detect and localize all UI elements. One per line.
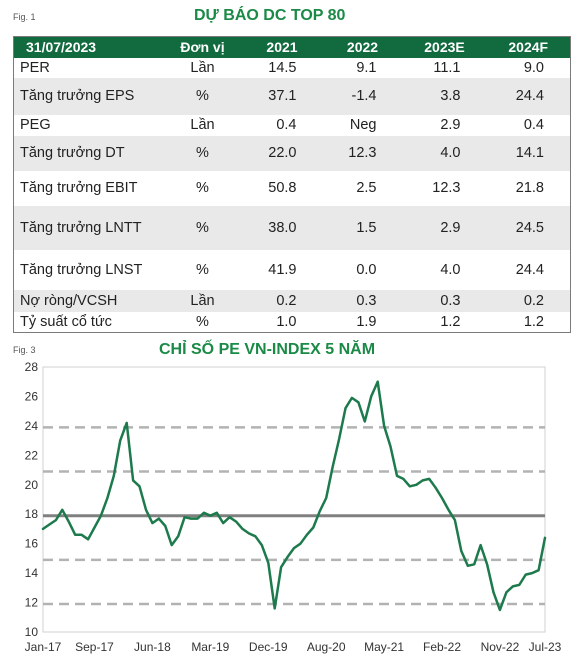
forecast-table: 31/07/2023 Đơn vị 2021 2022 2023E 2024F … [13, 36, 571, 333]
row-value: 1.0 [276, 313, 297, 330]
row-value: 24.4 [515, 261, 544, 278]
row-value: 22.0 [268, 145, 297, 161]
row-value: 38.0 [268, 219, 297, 236]
row-label: PEG [20, 117, 51, 133]
row-value: 41.9 [268, 261, 297, 278]
row-value: 37.1 [268, 88, 297, 104]
row-value: 1.2 [523, 313, 544, 330]
row-value: 2.9 [440, 117, 461, 133]
table-row: Tăng trưởng DT % 22.0 12.3 4.0 14.1 [13, 135, 571, 171]
row-label: Nợ ròng/VCSH [20, 292, 118, 309]
row-unit: Lần [190, 292, 215, 309]
row-unit: % [196, 313, 209, 330]
row-unit: % [196, 219, 209, 236]
y-tick-label: 22 [25, 448, 39, 462]
table-header-row: 31/07/2023 Đơn vị 2021 2022 2023E 2024F [13, 36, 571, 58]
row-value: 0.0 [356, 261, 377, 278]
x-tick-label: Sep-17 [75, 640, 114, 654]
row-value: 1.2 [440, 313, 461, 330]
row-value: 24.5 [515, 219, 544, 236]
table-row: Tăng trưởng EPS % 37.1 -1.4 3.8 24.4 [13, 77, 571, 115]
pe-line-chart: 10 12 14 16 18 20 22 24 26 28 Jan-17 Sep-17 Jun-18 Ma… [25, 360, 562, 654]
fig1-label: Fig. 1 [13, 12, 36, 22]
row-value: 12.3 [432, 180, 461, 196]
row-label: Tăng trưởng EBIT [20, 180, 138, 196]
table-row: Tăng trưởng LNST % 41.9 0.0 4.0 24.4 [14, 250, 571, 290]
row-value: 14.1 [515, 145, 544, 161]
row-value: 50.8 [268, 180, 297, 196]
table-title: DỰ BÁO DC TOP 80 [194, 7, 346, 24]
row-value: 0.2 [523, 292, 544, 309]
x-tick-label: Aug-20 [307, 640, 346, 654]
row-label: Tăng trưởng DT [20, 145, 125, 161]
x-tick-label: Mar-19 [191, 640, 229, 654]
header-unit: Đơn vị [180, 39, 225, 56]
table-row: PER Lần 14.5 9.1 11.1 9.0 [14, 58, 571, 78]
row-value: 0.3 [356, 292, 377, 309]
row-value: 3.8 [440, 88, 461, 104]
row-label: PER [20, 59, 50, 76]
pe-series-line [41, 380, 547, 612]
x-tick-label: Nov-22 [481, 640, 520, 654]
row-value: 0.2 [276, 292, 297, 309]
row-label: Tăng trưởng LNST [20, 261, 143, 278]
row-unit: Lần [190, 59, 215, 76]
y-tick-label: 10 [25, 625, 39, 639]
x-tick-label: Jul-23 [529, 640, 562, 654]
row-value: Neg [349, 117, 377, 133]
row-value: 0.4 [276, 117, 297, 133]
table-row: PEG Lần 0.4 Neg 2.9 0.4 [14, 115, 571, 136]
header-date: 31/07/2023 [26, 39, 97, 56]
row-label: Tỷ suất cổ tức [20, 313, 112, 330]
y-tick-label: 16 [25, 537, 39, 551]
row-value: -1.4 [351, 88, 377, 104]
row-unit: % [196, 88, 209, 104]
row-value: 1.5 [356, 219, 377, 236]
row-unit: % [196, 261, 209, 278]
x-tick-label: Jan-17 [25, 640, 62, 654]
row-label: Tăng trưởng LNTT [20, 219, 142, 236]
row-value: 1.9 [356, 313, 377, 330]
y-tick-label: 12 [25, 596, 39, 610]
header-2024f: 2024F [508, 39, 549, 56]
y-tick-label: 14 [25, 566, 39, 580]
y-tick-label: 26 [25, 389, 39, 403]
row-value: 4.0 [440, 261, 461, 278]
header-2021: 2021 [266, 39, 298, 56]
row-value: 2.5 [356, 180, 377, 196]
y-tick-label: 20 [25, 478, 39, 492]
row-value: 24.4 [515, 88, 544, 104]
row-value: 21.8 [515, 180, 544, 196]
table-row: Tỷ suất cổ tức % 1.0 1.9 1.2 1.2 [14, 312, 571, 333]
y-tick-label: 18 [25, 507, 39, 521]
x-tick-label: Dec-19 [249, 640, 288, 654]
x-tick-label: May-21 [364, 640, 404, 654]
row-value: 0.3 [440, 292, 461, 309]
row-unit: % [196, 145, 209, 161]
chart-title: CHỈ SỐ PE VN-INDEX 5 NĂM [159, 341, 376, 358]
row-value: 0.4 [523, 117, 544, 133]
row-value: 11.1 [433, 59, 461, 76]
row-unit: Lần [190, 117, 215, 133]
table-row: Tăng trưởng LNTT % 38.0 1.5 2.9 24.5 [13, 205, 571, 250]
table-row: Tăng trưởng EBIT % 50.8 2.5 12.3 21.8 [14, 171, 571, 206]
table-row: Nợ ròng/VCSH Lần 0.2 0.3 0.3 0.2 [13, 289, 571, 312]
y-tick-label: 24 [25, 419, 39, 433]
row-value: 2.9 [440, 219, 461, 236]
row-value: 4.0 [440, 145, 461, 161]
row-value: 12.3 [348, 145, 377, 161]
row-value: 9.0 [523, 59, 544, 76]
header-2023e: 2023E [424, 39, 465, 56]
plot-frame [42, 366, 546, 633]
y-tick-label: 28 [25, 360, 39, 374]
header-2022: 2022 [346, 39, 379, 56]
fig3-label: Fig. 3 [13, 345, 36, 355]
row-label: Tăng trưởng EPS [20, 88, 135, 104]
row-value: 9.1 [356, 59, 377, 76]
x-tick-label: Jun-18 [134, 640, 171, 654]
x-tick-label: Feb-22 [423, 640, 461, 654]
row-value: 14.5 [268, 59, 297, 76]
row-unit: % [196, 180, 209, 196]
